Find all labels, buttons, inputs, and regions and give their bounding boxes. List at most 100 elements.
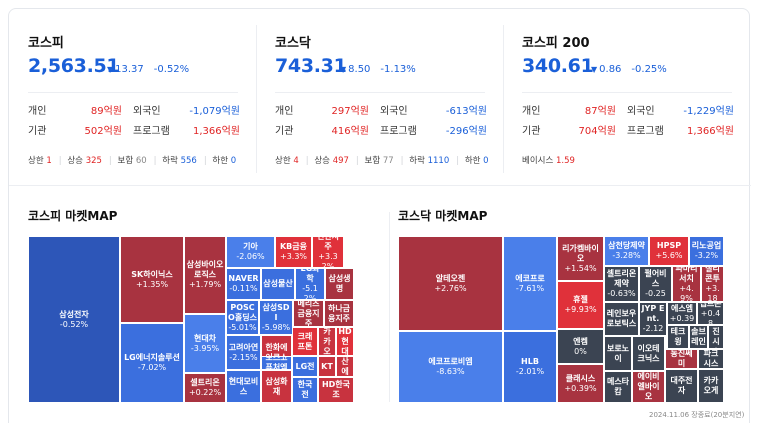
tile-change: +0.48 xyxy=(700,308,721,325)
kosdaq-stock-tile[interactable]: 동진쎄미 xyxy=(665,349,698,369)
kosdaq-stock-tile[interactable]: JYP Ent. -2.12 xyxy=(639,302,667,336)
kospi-stock-tile[interactable]: 현대차 -3.95% xyxy=(184,314,226,373)
kosdaq-stock-tile[interactable]: 대주전자 xyxy=(665,369,698,403)
kospi-stock-tile[interactable]: 셀트리온 +0.22% xyxy=(184,373,226,403)
tile-name: 대주전자 xyxy=(670,376,693,395)
kosdaq-stock-tile[interactable]: 실리콘투 +3.18 xyxy=(701,266,724,302)
kosdaq-stock-tile[interactable]: 메스타캄 xyxy=(604,371,632,403)
kosdaq-stock-tile[interactable]: 엔켐 0% xyxy=(557,329,604,364)
kospi-stock-tile[interactable]: 포스코퓨처엠 xyxy=(261,356,292,370)
tile-name: SK하이닉스 xyxy=(131,269,173,279)
kospi200-change-value: 0.86 xyxy=(599,64,622,75)
kosdaq-stats: 상한 4 | 상승 497 | 보합 77 | 하락 1110 | 하한 0 xyxy=(275,156,489,166)
kospi-stock-tile[interactable]: 삼성화재 xyxy=(261,370,292,403)
kospi-stock-tile[interactable]: 삼성생명 xyxy=(325,268,354,300)
kosdaq-stock-tile[interactable]: 솔브레인 xyxy=(689,325,708,349)
tile-name: 리가켐바이오 xyxy=(562,243,599,263)
section-divider xyxy=(9,185,751,186)
tile-change: -2.01% xyxy=(515,367,545,376)
kosdaq-stock-tile[interactable]: 휴젤 +9.93% xyxy=(557,281,604,329)
kosdaq-stock-tile[interactable]: 서진시스 xyxy=(708,325,724,349)
stat-label: 상승 xyxy=(314,156,330,166)
kosdaq-stock-tile[interactable]: 클래시스 +0.39% xyxy=(557,364,604,403)
kospi-stats: 상한 1 | 상승 325 | 보합 60 | 하락 556 | 하한 0 xyxy=(28,156,237,166)
investor-value: 704억원 xyxy=(578,126,617,137)
kosdaq-row-2: 기관 416억원 프로그램 -296억원 xyxy=(275,125,487,139)
kosdaq-stock-tile[interactable]: 삼천당제약 -3.28% xyxy=(604,236,649,266)
tile-change: +4.9% xyxy=(679,284,694,302)
divider xyxy=(522,92,732,93)
tile-name: 기아 xyxy=(243,242,258,251)
kosdaq-stock-tile[interactable]: 보로노이 xyxy=(604,336,632,371)
kosdaq-stock-tile[interactable]: 펄어비스 -0.25 xyxy=(639,266,672,302)
kospi-stock-tile[interactable]: HD한국조 xyxy=(318,377,354,403)
kospi-stock-tile[interactable]: POSCO홀딩스 -5.01% xyxy=(226,300,259,335)
kosdaq-panel[interactable]: 코스닥 743.31 ▼ 8.50 -1.13% 개인 297억원 외국인 -613… xyxy=(256,9,503,184)
stat-value: 0 xyxy=(230,156,237,166)
kosdaq-stock-tile[interactable]: 테크윙 xyxy=(667,325,689,349)
kospi-stock-tile[interactable]: 크래프톤 xyxy=(292,327,318,356)
kosdaq-stock-tile[interactable]: 에코프로비엠 -8.63% xyxy=(398,331,503,403)
kospi-stock-tile[interactable]: SK하이닉스 +1.35% xyxy=(120,236,184,323)
kosdaq-stock-tile[interactable]: 펩트론 +0.48 xyxy=(697,302,724,325)
kosdaq-stock-tile[interactable]: 에스엠 +0.39 xyxy=(667,302,697,325)
basis-value: 1.59 xyxy=(555,156,575,166)
kosdaq-stock-tile[interactable]: 에이비엘바이오 xyxy=(632,371,665,403)
kospi-stock-tile[interactable]: 카카오 xyxy=(318,327,336,356)
map-divider xyxy=(389,212,390,402)
kosdaq-stock-tile[interactable]: HPSP +5.6% xyxy=(649,236,689,266)
kosdaq-stock-tile[interactable]: 레인보우로보틱스 xyxy=(604,302,639,336)
kospi-stock-tile[interactable]: HD현대 xyxy=(336,327,354,356)
kospi-stock-tile[interactable]: KB금융 +3.3% xyxy=(275,236,312,268)
kospi-stock-tile[interactable]: NAVER -0.11% xyxy=(226,268,261,300)
tile-name: 서진시스 xyxy=(712,327,720,348)
kosdaq-stock-tile[interactable]: 파마리서치 +4.9% xyxy=(672,266,701,302)
tile-change: -0.11% xyxy=(229,284,258,293)
investor-value: 89억원 xyxy=(90,106,122,117)
tile-change: -5.98% xyxy=(261,322,291,332)
kosdaq-stock-tile[interactable]: 셀트리온제약 -0.63% xyxy=(604,266,639,302)
kosdaq-stock-tile[interactable]: 리노공업 -3.2% xyxy=(689,236,724,266)
down-triangle-icon: ▼ xyxy=(591,65,598,74)
kospi-row-1: 개인 89억원 외국인 -1,079억원 xyxy=(28,105,240,119)
kospi-stock-tile[interactable]: 고려아연 -2.15% xyxy=(226,335,261,370)
stat-value: 556 xyxy=(180,156,197,166)
kospi-panel[interactable]: 코스피 2,563.51 ▼ 13.37 -0.52% 개인 89억원 외국인 -1… xyxy=(9,9,256,184)
kospi-stock-tile[interactable]: KT xyxy=(318,356,336,377)
kospi-map-title[interactable]: 코스피 마켓MAP xyxy=(28,209,118,223)
kospi-stock-tile[interactable]: 신한지주 +3.32% xyxy=(312,236,344,268)
kospi-stock-tile[interactable]: LG전 xyxy=(292,356,318,377)
kosdaq-stock-tile[interactable]: 리가켐바이오 +1.54% xyxy=(557,236,604,281)
tile-change: +0.39% xyxy=(564,383,597,393)
kosdaq-title[interactable]: 코스닥 xyxy=(275,36,311,51)
kospi-stock-tile[interactable]: 삼성물산 xyxy=(261,268,295,300)
kospi-stock-tile[interactable]: 두산에너 xyxy=(336,356,354,377)
kospi-stock-tile[interactable]: LG에너지솔루션 -7.02% xyxy=(120,323,184,403)
kospi200-title[interactable]: 코스피 200 xyxy=(522,36,590,51)
kosdaq-stock-tile[interactable]: 이오테크닉스 xyxy=(632,336,665,371)
kospi-stock-tile[interactable]: 한국전 xyxy=(292,377,318,403)
kospi200-row-1: 개인 87억원 외국인 -1,229억원 xyxy=(522,105,734,119)
kosdaq-stock-tile[interactable]: 파크시스 xyxy=(698,349,724,369)
tile-name: 메리츠금융지주 xyxy=(297,300,320,327)
kospi-stock-tile[interactable]: 삼성바이오로직스 +1.79% xyxy=(184,236,226,314)
kospi-stock-tile[interactable]: 기아 -2.06% xyxy=(226,236,275,268)
kospi-stock-tile[interactable]: 하나금융지주 xyxy=(324,300,354,327)
stat-label: 상승 xyxy=(67,156,83,166)
kosdaq-stock-tile[interactable]: 에코프로 -7.61% xyxy=(503,236,557,331)
kosdaq-map-title[interactable]: 코스닥 마켓MAP xyxy=(398,209,488,223)
tile-name: LG에너지솔루션 xyxy=(124,353,180,362)
tile-name: 클래시스 xyxy=(565,373,596,383)
kospi-stock-tile[interactable]: 삼성SDI -5.98% xyxy=(259,300,293,335)
kospi-stock-tile[interactable]: 현대모비스 xyxy=(226,370,261,403)
kospi-stock-tile[interactable]: 삼성전자 -0.52% xyxy=(28,236,120,403)
kospi-change-pct: -0.52% xyxy=(153,64,190,75)
kosdaq-stock-tile[interactable]: 카카오게 xyxy=(698,369,724,403)
kospi-stock-tile[interactable]: 메리츠금융지주 xyxy=(293,300,324,327)
kospi-title[interactable]: 코스피 xyxy=(28,36,64,51)
kosdaq-stock-tile[interactable]: 알테오젠 +2.76% xyxy=(398,236,503,331)
kospi200-panel[interactable]: 코스피 200 340.61 ▼ 0.86 -0.25% 개인 87억원 외국인 -… xyxy=(503,9,750,184)
kospi-stock-tile[interactable]: LG화학 -5.12% xyxy=(295,268,325,300)
kosdaq-stock-tile[interactable]: HLB -2.01% xyxy=(503,331,557,403)
stat-label: 하락 xyxy=(409,156,425,166)
